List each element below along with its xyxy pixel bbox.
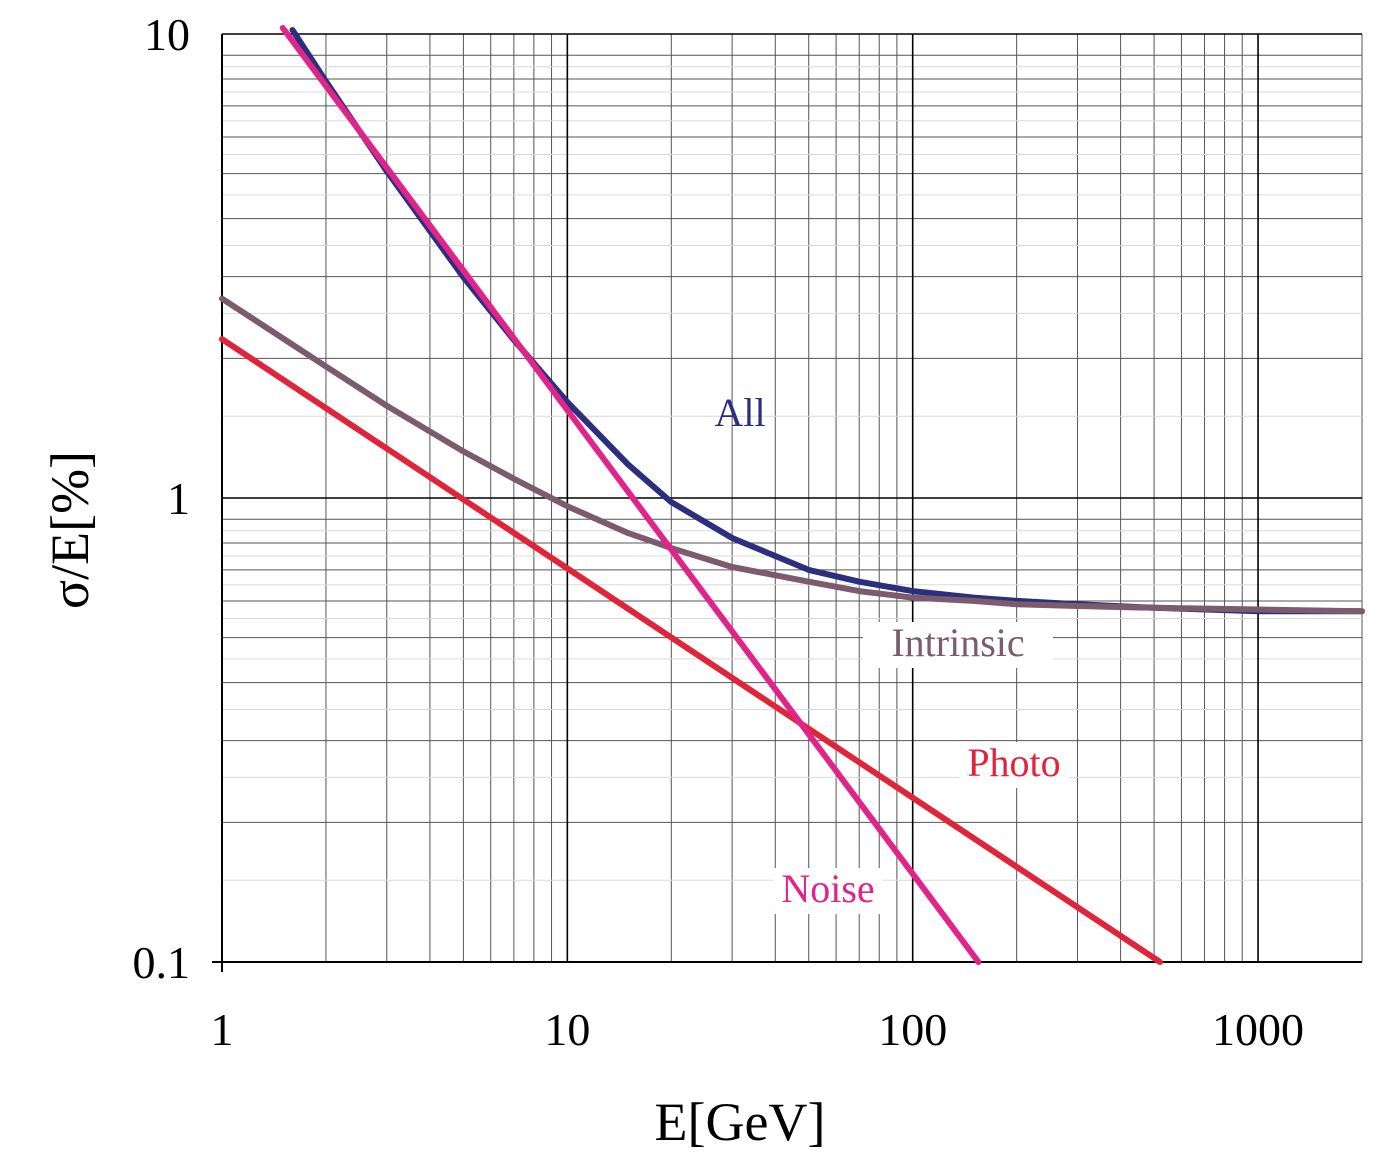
series-label-intrinsic: Intrinsic [891, 620, 1024, 665]
series-label-layer: All Intrinsic Photo Noise [714, 390, 1069, 914]
y-tick-label: 10 [144, 9, 190, 60]
y-axis-label: σ/E[%] [40, 451, 100, 609]
series-label-background [959, 742, 1069, 788]
series-line-intrinsic [219, 295, 1365, 615]
y-tick-label: 0.1 [133, 937, 191, 988]
series-line-photo [219, 336, 1163, 965]
y-tick-label: 1 [167, 473, 190, 524]
series-line-noise [279, 25, 982, 965]
tick-label-layer: 1 10 100 1000 0.1 1 10 [133, 9, 1305, 1055]
series-label-noise: Noise [781, 866, 874, 911]
x-tick-label: 10 [544, 1004, 590, 1055]
series-label-background [863, 622, 1053, 668]
series-layer [219, 25, 1365, 965]
x-tick-label: 100 [878, 1004, 947, 1055]
grid-major [212, 33, 1362, 972]
series-line-all [289, 27, 1365, 615]
series-label-photo: Photo [967, 740, 1060, 785]
x-tick-label: 1000 [1212, 1004, 1304, 1055]
series-label-background [773, 868, 883, 914]
x-tick-label: 1 [211, 1004, 234, 1055]
series-label-all: All [714, 390, 765, 435]
x-axis-label: E[GeV] [655, 1092, 826, 1152]
